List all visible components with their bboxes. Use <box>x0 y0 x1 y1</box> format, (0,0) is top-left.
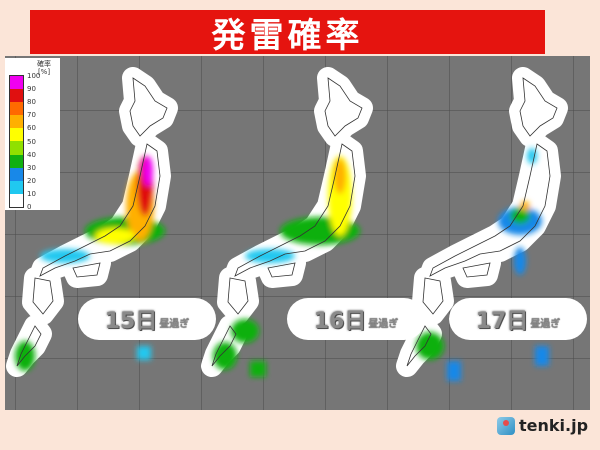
map-panel-16 <box>212 78 362 377</box>
legend-tick: 60 <box>27 124 36 133</box>
legend-tick: 50 <box>27 137 36 146</box>
legend-title-unit: [%] <box>37 68 51 76</box>
panel-time: 昼過ぎ <box>368 318 399 330</box>
legend-tick: 100 <box>27 72 41 80</box>
legend-swatch <box>10 193 23 207</box>
legend-swatch <box>10 167 23 181</box>
panel-label-15: 15日 昼過ぎ <box>78 298 216 340</box>
legend-swatch <box>10 89 23 103</box>
legend-tick: 90 <box>27 85 36 94</box>
panel-label-16: 16日 昼過ぎ <box>287 298 425 340</box>
legend-swatch <box>10 76 23 90</box>
logo-text: tenki.jp <box>519 416 589 435</box>
panel-label-17: 17日 昼過ぎ <box>449 298 587 340</box>
panel-time: 昼過ぎ <box>159 318 190 330</box>
panel-time: 昼過ぎ <box>530 318 561 330</box>
panel-day: 17日 <box>475 309 529 334</box>
map-panel-17 <box>407 78 557 381</box>
legend-tick: 70 <box>27 111 36 120</box>
legend-colorbar <box>9 75 24 208</box>
legend-swatch <box>10 180 23 194</box>
legend-tick: 80 <box>27 98 36 107</box>
legend-tick: 40 <box>27 150 36 159</box>
legend-tick: 0 <box>27 203 32 211</box>
map-canvas <box>5 56 590 410</box>
panel-day: 15日 <box>104 309 158 334</box>
legend-swatch <box>10 102 23 116</box>
legend-tick: 20 <box>27 176 36 185</box>
legend-tick: 10 <box>27 189 36 198</box>
legend-swatch <box>10 141 23 155</box>
legend-swatch <box>10 115 23 129</box>
legend-title-line1: 確率 <box>37 60 51 68</box>
title-bar: 発雷確率 <box>30 10 545 56</box>
panel-day: 16日 <box>313 309 367 334</box>
page-title: 発雷確率 <box>211 15 364 56</box>
legend-title: 確率 [%] <box>37 60 51 76</box>
thunder-probability-map <box>5 56 590 410</box>
tenki-logo: tenki.jp <box>497 416 588 435</box>
legend-swatch <box>10 154 23 168</box>
probability-legend: 確率 [%] 100 90 80 70 60 50 40 30 20 10 0 <box>5 58 60 211</box>
map-panel-15 <box>15 78 167 371</box>
legend-tick: 30 <box>27 163 36 172</box>
legend-swatch <box>10 128 23 142</box>
tenki-logo-icon <box>497 416 515 435</box>
